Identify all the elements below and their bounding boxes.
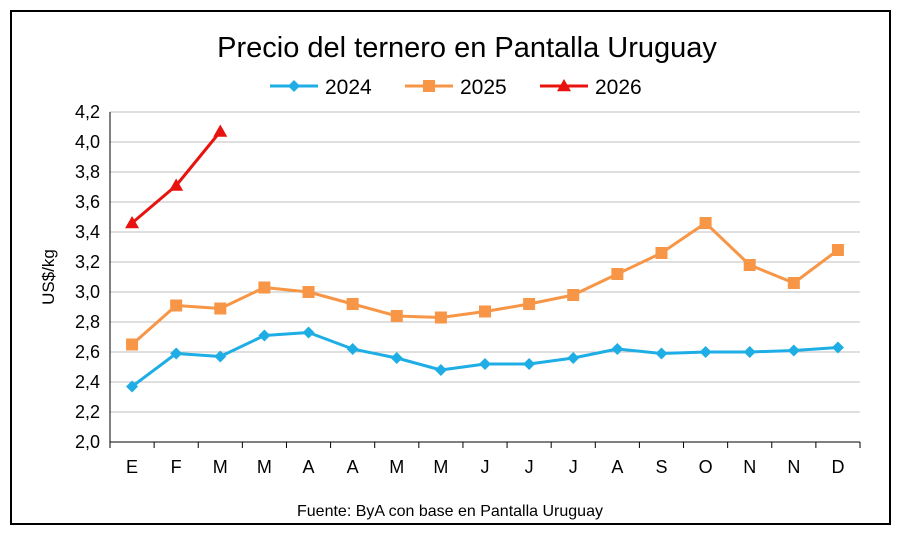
data-point-2025 [170,299,183,312]
y-tick-label: 3,0 [75,282,100,302]
y-tick-label: 2,4 [75,372,100,392]
legend-marker-2025 [423,80,435,92]
data-point-2025 [655,247,668,259]
data-point-2025 [699,217,712,229]
x-tick-label: E [126,457,138,477]
y-tick-label: 2,2 [75,402,100,422]
series-2025 [126,217,844,351]
data-point-2025 [214,302,227,315]
data-point-2024 [346,343,359,355]
data-point-2025 [743,259,756,271]
y-axis-label: US$/kg [39,249,58,305]
data-point-2025 [523,298,536,310]
data-point-2025 [302,286,315,298]
data-point-2024 [126,380,139,393]
x-tick-label: A [303,457,315,477]
data-point-2024 [214,350,227,363]
x-tick-label: A [611,457,623,477]
y-tick-label: 3,8 [75,162,100,182]
legend-label: 2024 [325,76,372,99]
data-point-2024 [479,358,491,370]
x-tick-label: M [433,457,448,477]
x-tick-label: N [787,457,800,477]
legend-item-2025: 2025 [405,76,507,99]
series-2024 [126,326,844,393]
series-line-2025 [131,221,839,346]
data-point-2026 [213,124,228,137]
data-point-2024 [743,346,756,358]
x-tick-label: M [257,457,272,477]
data-point-2024 [699,346,712,358]
x-tick-label: J [569,457,578,477]
data-point-2024 [831,341,844,354]
y-tick-label: 2,0 [75,432,100,452]
legend-item-2024: 2024 [270,76,372,99]
data-point-2025 [831,244,844,256]
x-tick-label: D [831,457,844,477]
x-tick-label: M [213,457,228,477]
y-tick-label: 3,6 [75,192,100,212]
legend-marker-2026 [557,79,571,92]
data-point-2025 [434,311,447,324]
x-tick-label: J [525,457,534,477]
data-point-2026 [125,216,140,229]
data-point-2025 [787,277,800,289]
x-tick-label: J [481,457,490,477]
data-point-2024 [787,344,800,357]
data-point-2024 [567,352,580,364]
axes: 2,0 2,2 2,4 2,6 2,8 3,0 3,2 3,4 3,6 3,8 4,0 4,2 E F M M… [75,102,861,477]
legend-label: 2025 [460,76,507,99]
data-point-2024 [655,347,668,360]
data-point-2024 [170,347,183,360]
series-2026 [125,124,228,229]
y-tick-label: 3,4 [75,222,100,242]
source-note: Fuente: ByA con base en Pantalla Uruguay [297,503,603,520]
gridlines [110,111,860,413]
data-point-2024 [390,352,403,364]
legend: 2024 2025 2026 [270,76,642,99]
x-tick-label: O [699,457,713,477]
data-point-2024 [611,343,624,355]
x-tick-label: A [347,457,359,477]
series-line-2026 [131,130,222,225]
chart-title: Precio del ternero en Pantalla Uruguay [217,32,717,64]
data-point-2025 [390,310,403,322]
data-point-2024 [523,358,536,370]
legend-marker-2024 [288,80,300,92]
data-point-2024 [434,364,447,376]
chart-frame: 2,0 2,2 2,4 2,6 2,8 3,0 3,2 3,4 3,6 3,8 4,0 4,2 E F M M… [10,10,891,525]
data-point-2025 [479,305,491,318]
x-tick-label: F [171,457,182,477]
x-tick-label: N [743,457,756,477]
data-point-2025 [611,268,624,280]
legend-label: 2026 [595,76,642,99]
data-point-2024 [302,326,315,339]
data-point-2025 [258,281,271,294]
y-tick-label: 4,2 [75,102,100,122]
data-point-2025 [126,338,139,351]
y-tick-label: 4,0 [75,132,100,152]
data-point-2025 [567,289,580,301]
series-lines [125,124,844,393]
y-tick-label: 3,2 [75,252,100,272]
y-tick-label: 2,6 [75,342,100,362]
line-chart: 2,0 2,2 2,4 2,6 2,8 3,0 3,2 3,4 3,6 3,8 4,0 4,2 E F M M… [39,32,861,520]
x-tick-label: M [389,457,404,477]
data-point-2025 [346,298,359,310]
data-point-2026 [169,178,184,191]
data-point-2024 [258,329,271,342]
x-tick-label: S [655,457,667,477]
legend-item-2026: 2026 [540,76,642,99]
y-tick-label: 2,8 [75,312,100,332]
